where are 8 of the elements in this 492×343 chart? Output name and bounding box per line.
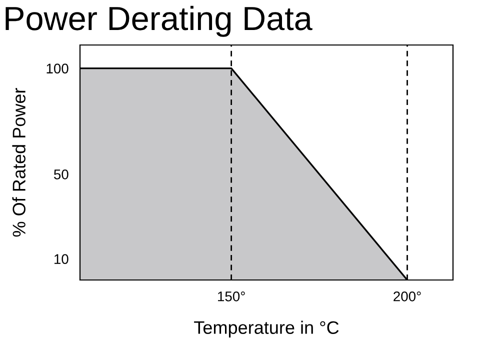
x-tick-label: 150° bbox=[218, 291, 245, 302]
chart-title: Power Derating Data bbox=[6, 6, 312, 37]
y-tick-label: 10 bbox=[54, 254, 68, 264]
y-tick-label: 100 bbox=[46, 64, 68, 74]
y-tick-label: 50 bbox=[54, 169, 68, 180]
y-axis-title: % Of Rated Power bbox=[12, 88, 26, 237]
x-axis-title: Temperature in °C bbox=[194, 320, 339, 338]
x-tick-label: 200° bbox=[394, 291, 421, 302]
